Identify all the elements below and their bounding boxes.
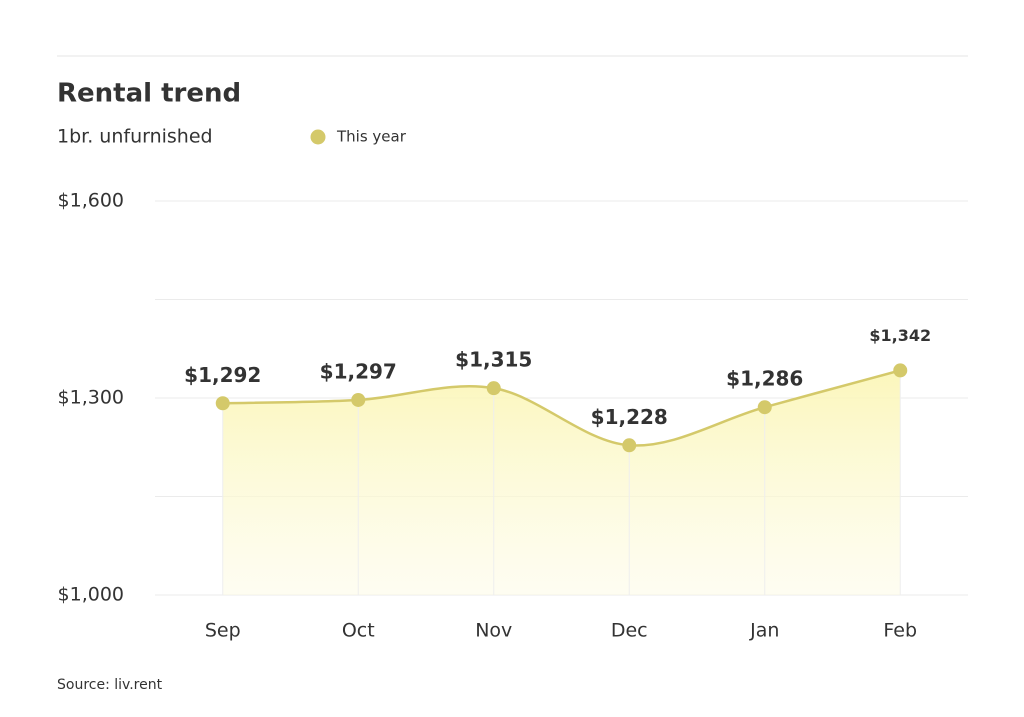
- value-label: $1,297: [320, 359, 397, 383]
- x-tick-label: Dec: [611, 620, 648, 642]
- point: [215, 396, 230, 411]
- value-label: $1,286: [726, 367, 803, 391]
- legend-label: This year: [336, 128, 407, 146]
- y-tick-label: $1,300: [58, 387, 124, 409]
- x-tick-label: Feb: [883, 620, 917, 642]
- point: [757, 400, 772, 415]
- y-tick-label: $1,000: [58, 584, 124, 606]
- value-label: $1,342: [869, 326, 931, 345]
- area: [222, 370, 901, 595]
- x-tick-label: Nov: [475, 620, 512, 642]
- source: Source: liv.rent: [57, 677, 163, 693]
- point: [351, 392, 366, 407]
- point: [622, 438, 637, 453]
- point: [893, 363, 908, 378]
- value-label: $1,228: [591, 405, 668, 429]
- legend-swatch: [310, 129, 326, 145]
- value-label: $1,315: [455, 348, 532, 372]
- y-tick-label: $1,600: [58, 190, 124, 212]
- line: [222, 369, 901, 447]
- value-label: $1,292: [184, 363, 261, 387]
- x-tick-label: Jan: [749, 620, 779, 642]
- x-tick-label: Oct: [342, 620, 375, 642]
- chart-title: Rental trend: [57, 79, 241, 109]
- chart-subtitle: 1br. unfurnished: [57, 126, 213, 148]
- point: [486, 381, 501, 396]
- x-tick-label: Sep: [205, 620, 241, 642]
